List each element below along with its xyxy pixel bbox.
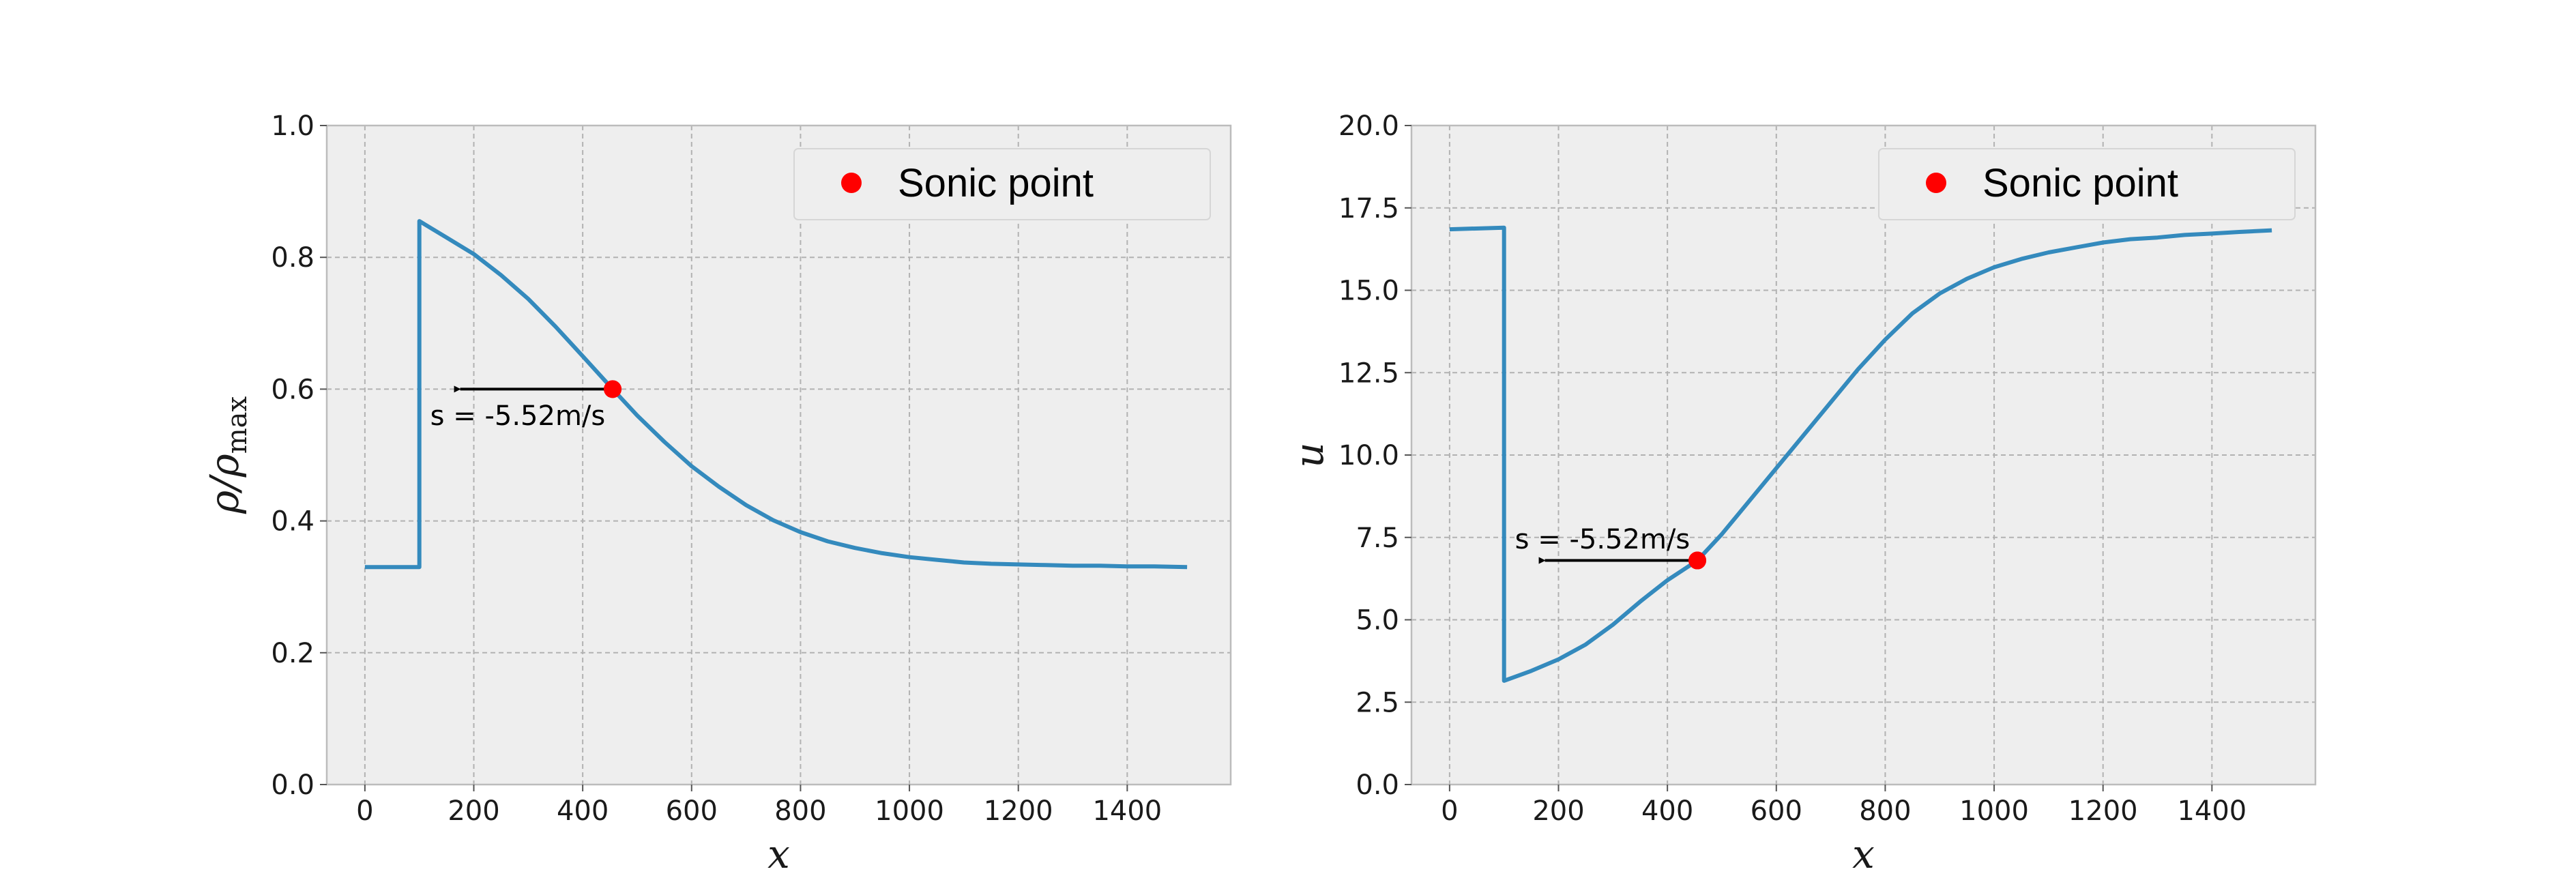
speed-annotation: s = -5.52m/s	[1515, 524, 1690, 555]
x-tick-label: 1000	[875, 795, 944, 827]
density-axes-frame	[325, 124, 1232, 786]
y-tick-label: 0.0	[1356, 770, 1399, 801]
y-axis-label-main: ρ/ρ	[201, 454, 248, 514]
sonic-point-marker	[604, 380, 622, 398]
velocity-series-line	[1449, 225, 2272, 683]
x-tick-label: 800	[1859, 795, 1911, 827]
x-tick-label: 400	[1641, 795, 1693, 827]
y-tick-label: 0.6	[271, 374, 314, 405]
y-tick-label: 0.2	[271, 638, 314, 669]
x-tick-label: 600	[666, 795, 718, 827]
y-tick-label: 17.5	[1338, 193, 1399, 224]
legend-box	[793, 148, 1211, 220]
x-tick-label: 800	[774, 795, 826, 827]
legend-box	[1878, 148, 2296, 220]
x-tick-label: 600	[1751, 795, 1802, 827]
x-tick-label: 400	[557, 795, 609, 827]
legend-label: Sonic point	[898, 161, 1094, 205]
velocity-chart-panel: 0 200 400 600 800 1000 1200 1400 0.0 2.5 5.0 7.5 10.…	[1286, 111, 2317, 877]
y-tick-label: 0.0	[271, 770, 314, 801]
y-tick-label: 0.8	[271, 242, 314, 274]
y-tick-label: 10.0	[1338, 440, 1399, 471]
x-tick-label: 200	[1532, 795, 1584, 827]
y-tick-label: 5.0	[1356, 605, 1399, 636]
y-tick-label: 2.5	[1356, 687, 1399, 718]
x-tick-label: 0	[1441, 795, 1458, 827]
density-series-line	[364, 219, 1188, 570]
density-chart-panel: 0 200 400 600 800 1000 1200 1400 0.0 0.2 0.4 0.6 0.8…	[201, 111, 1232, 877]
y-tick-label: 7.5	[1356, 523, 1399, 554]
y-tick-label: 12.5	[1338, 357, 1399, 389]
legend-marker	[841, 173, 862, 193]
velocity-y-axis-label: u	[1286, 442, 1332, 467]
legend-label: Sonic point	[1982, 161, 2178, 205]
y-tick-label: 20.0	[1338, 111, 1399, 142]
y-tick-label: 0.4	[271, 506, 314, 538]
x-tick-label: 200	[448, 795, 499, 827]
density-plot-area	[327, 126, 1231, 785]
density-y-axis-label: ρ/ρmax	[201, 396, 253, 515]
x-tick-label: 1400	[1092, 795, 1162, 827]
velocity-x-axis-label: x	[1852, 831, 1875, 877]
x-tick-label: 1400	[2177, 795, 2246, 827]
speed-annotation: s = -5.52m/s	[430, 400, 606, 432]
y-tick-label: 15.0	[1338, 276, 1399, 307]
x-tick-label: 1000	[1959, 795, 2029, 827]
y-axis-label-subscript: max	[222, 396, 253, 454]
density-x-axis-label: x	[767, 831, 790, 877]
legend-marker	[1926, 173, 1946, 193]
x-tick-label: 1200	[2068, 795, 2138, 827]
x-tick-label: 1200	[984, 795, 1053, 827]
x-tick-label: 0	[356, 795, 373, 827]
sonic-point-marker	[1688, 551, 1707, 570]
y-tick-label: 1.0	[271, 111, 314, 142]
